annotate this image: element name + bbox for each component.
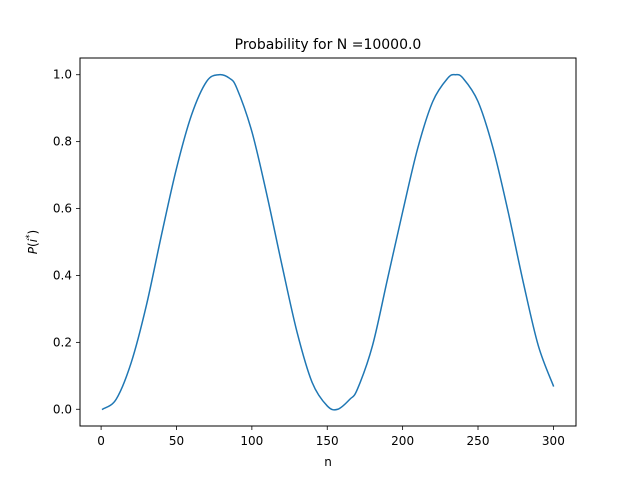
y-axis-label-base: P [26, 246, 40, 254]
y-axis: 0.0 0.2 0.4 0.6 0.8 1.0 [53, 68, 80, 416]
y-tick-label: 0.2 [53, 335, 72, 349]
y-tick-label: 0.0 [53, 402, 72, 416]
x-tick-label: 50 [169, 434, 184, 448]
series-line-0 [101, 73, 555, 411]
x-tick-label: 0 [97, 434, 105, 448]
x-tick-label: 150 [316, 434, 339, 448]
x-axis: 0 50 100 150 200 250 300 [97, 426, 565, 448]
y-axis-label-open: ( [26, 242, 40, 247]
y-axis-label-var: i [26, 238, 40, 242]
x-axis-label: n [324, 455, 332, 469]
y-tick-label: 1.0 [53, 68, 72, 82]
x-tick-label: 250 [467, 434, 490, 448]
y-axis-label-close: ) [26, 230, 40, 235]
y-tick-label: 0.6 [53, 202, 72, 216]
y-axis-label: P(i*) [25, 230, 40, 254]
y-tick-label: 0.8 [53, 135, 72, 149]
x-tick-label: 100 [240, 434, 263, 448]
chart-title: Probability for N =10000.0 [235, 37, 422, 53]
plot-area [101, 73, 555, 411]
x-tick-label: 300 [542, 434, 565, 448]
y-axis-label-sup: * [25, 234, 35, 239]
x-tick-label: 200 [391, 434, 414, 448]
axes-frame [79, 57, 577, 427]
y-tick-label: 0.4 [53, 268, 72, 282]
